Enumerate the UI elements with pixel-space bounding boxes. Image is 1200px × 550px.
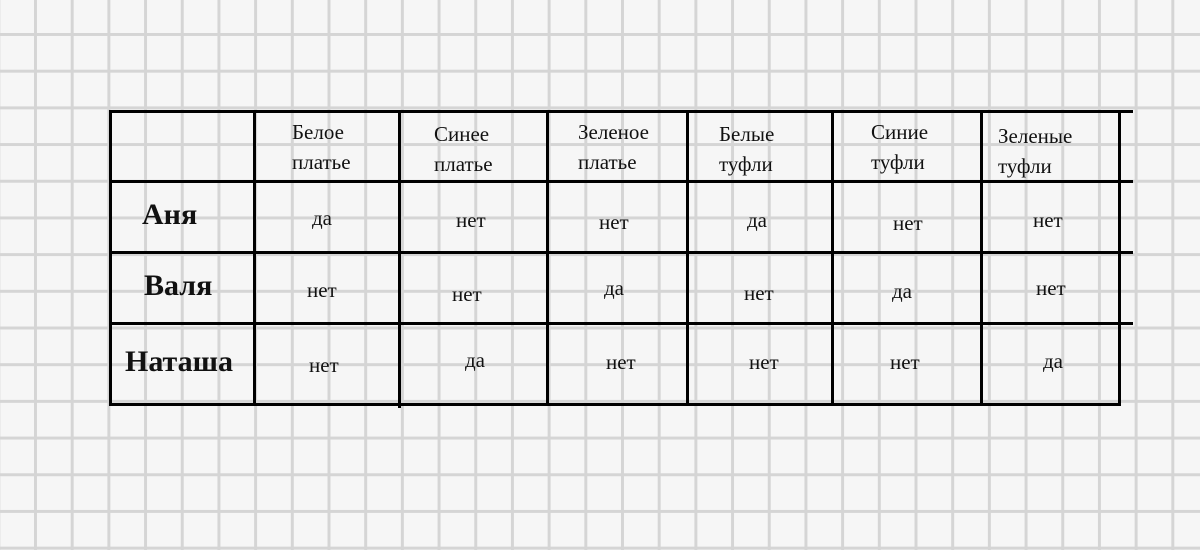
cell: да — [312, 206, 333, 230]
cell: нет — [307, 278, 337, 302]
cell: нет — [599, 210, 629, 234]
cell: нет — [893, 211, 923, 235]
header-cell: Зеленое платье — [578, 120, 649, 174]
cell: нет — [1033, 208, 1063, 232]
cell: нет — [744, 281, 774, 305]
cell: да — [604, 276, 625, 300]
cell: да — [747, 208, 768, 232]
table-border — [109, 403, 1121, 406]
row-name: Аня — [142, 198, 198, 231]
cell: нет — [452, 282, 482, 306]
cell: нет — [309, 353, 339, 377]
cell: нет — [606, 350, 636, 374]
row-divider — [109, 322, 1133, 325]
cell: нет — [749, 350, 779, 374]
row-divider — [109, 180, 1133, 183]
col-divider — [546, 110, 549, 406]
col-divider — [398, 110, 401, 408]
row-name: Наташа — [125, 345, 233, 378]
cell: нет — [890, 350, 920, 374]
col-divider — [980, 110, 983, 406]
header-cell: Зеленые туфли — [998, 124, 1073, 178]
cell: да — [465, 348, 486, 372]
header-cell: Белое платье — [292, 120, 351, 174]
table-border — [1118, 110, 1121, 406]
cell: нет — [1036, 276, 1066, 300]
col-divider — [831, 110, 834, 406]
header-cell: Синие туфли — [871, 120, 929, 174]
col-divider — [686, 110, 689, 406]
table-border — [109, 110, 1133, 113]
header-cell: Синее платье — [434, 122, 493, 176]
cell: нет — [456, 208, 486, 232]
row-name: Валя — [144, 269, 213, 302]
cell: да — [1043, 349, 1064, 373]
col-divider — [253, 110, 256, 406]
header-cell: Белые туфли — [719, 122, 775, 176]
table-border — [109, 110, 112, 406]
cell: да — [892, 279, 913, 303]
row-divider — [109, 251, 1133, 254]
